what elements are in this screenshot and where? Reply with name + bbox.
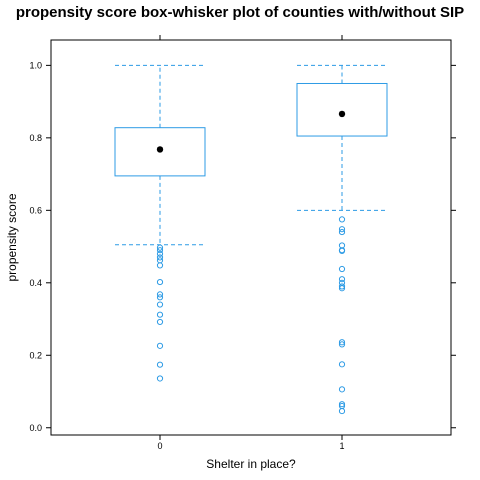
outlier-point: [338, 341, 346, 348]
x-tick-label: 0: [157, 441, 162, 451]
box-0: [114, 64, 206, 382]
outlier-point: [156, 361, 164, 368]
x-axis-label: Shelter in place?: [206, 457, 296, 471]
outlier-point: [156, 291, 164, 298]
median-point: [156, 146, 164, 153]
y-tick-label: 1.0: [29, 60, 42, 70]
y-tick-label: 0.8: [29, 133, 42, 143]
outlier-point: [338, 265, 346, 273]
outlier-point: [338, 228, 346, 236]
y-tick-label: 0.4: [29, 278, 42, 288]
outlier-point: [156, 301, 164, 308]
outlier-point: [338, 247, 346, 255]
outlier-point: [156, 262, 164, 269]
outlier-point: [338, 285, 346, 292]
outlier-point: [338, 226, 346, 233]
outlier-point: [156, 311, 164, 318]
outlier-point: [338, 386, 346, 393]
outlier-point: [338, 401, 346, 408]
outlier-point: [156, 250, 164, 257]
outlier-point: [156, 247, 164, 254]
median-point: [338, 110, 346, 118]
outlier-point: [156, 375, 164, 382]
plot-frame: [50, 39, 452, 436]
y-tick-label: 0.0: [29, 423, 42, 433]
iqr-box: [296, 82, 388, 137]
y-tick-label: 0.6: [29, 205, 42, 215]
outlier-point: [338, 216, 346, 223]
box-group: [114, 64, 388, 415]
outlier-point: [156, 254, 164, 261]
outlier-point: [338, 407, 346, 415]
y-axis-left: 0.0 0.2 0.4 0.6 0.8 1.0: [29, 60, 51, 433]
y-axis-right: [451, 64, 456, 429]
outlier-point: [156, 278, 164, 286]
outlier-point: [338, 283, 346, 290]
outlier-point: [156, 318, 164, 326]
outlier-point: [338, 339, 346, 346]
outlier-point: [156, 294, 164, 301]
outlier-point: [338, 361, 346, 368]
outlier-point: [156, 342, 164, 349]
outlier-point: [338, 276, 346, 283]
x-tick-label: 1: [339, 441, 344, 451]
outlier-point: [156, 244, 164, 251]
box-1: [296, 64, 388, 415]
y-tick-label: 0.2: [29, 350, 42, 360]
chart-title: propensity score box-whisker plot of cou…: [16, 4, 464, 21]
y-axis-label: propensity score: [5, 193, 19, 281]
